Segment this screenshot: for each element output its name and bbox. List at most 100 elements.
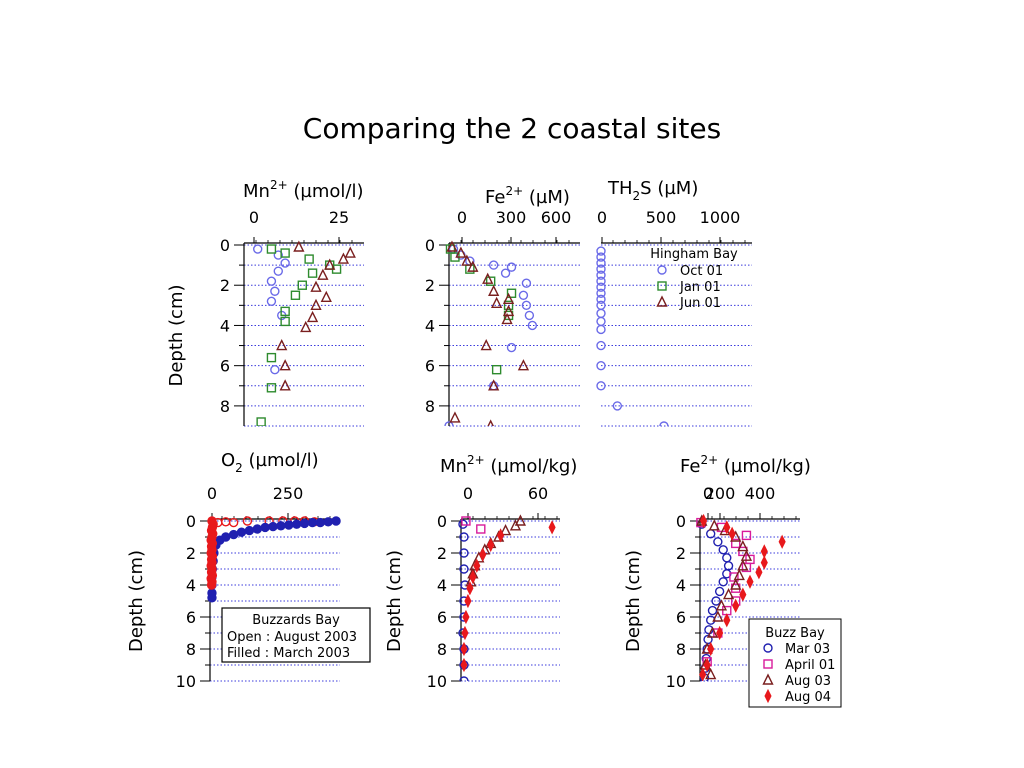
data-point [459,548,469,558]
data-point [304,254,314,264]
note-line: Filled : March 2003 [227,646,350,661]
data-point [479,547,487,562]
data-point [488,379,500,391]
data-point [718,577,728,587]
data-point [280,248,290,258]
legend-marker [657,281,667,291]
data-point [491,296,503,309]
data-point [270,364,280,375]
y-tick-label: 0 [676,512,686,531]
data-point [502,292,515,304]
data-point [284,520,294,530]
y-tick-label: 2 [676,544,686,563]
data-point [273,250,283,260]
y-tick-label: 8 [186,640,196,659]
legend-label: Jan 01 [679,280,721,295]
legend-marker [763,659,773,669]
data-point [778,534,786,549]
data-point [596,294,606,304]
data-point [491,364,502,375]
x-tick-label: 200 [705,484,736,503]
x-tick-label: 0 [207,484,217,503]
data-point [731,538,741,549]
plot-area [253,240,356,426]
x-axis-label-sub: 2 [633,189,641,203]
legend-label: Aug 03 [785,674,831,689]
data-point [596,340,606,351]
y-tick-label: 2 [425,276,435,295]
y-tick-label: 2 [220,276,230,295]
data-point [596,258,606,268]
plot-area [696,513,786,681]
data-point [746,574,754,589]
data-point [488,284,500,296]
data-point [487,537,495,553]
data-point [518,290,529,300]
data-point [253,244,263,254]
x-tick-label: 250 [273,484,304,503]
x-tick-label: 300 [496,208,527,227]
data-point [711,596,721,606]
legend-title: Hingham Bay [650,247,738,262]
x-axis-label-main: Fe [680,456,700,477]
data-point [280,316,290,327]
data-point [297,280,307,290]
data-point [242,516,253,526]
y-tick-label: 10 [427,672,447,691]
plot-area [444,240,538,426]
data-point [596,324,606,335]
y-tick-label: 10 [666,672,686,691]
data-point [596,252,606,262]
data-point [714,586,725,597]
data-point [331,516,341,526]
data-point [722,588,735,600]
data-point [467,260,479,272]
chart-hb_mn: 0 2 4 6 8 0 25 Mn2+ (µmol/l) Depth (cm) [166,178,364,427]
data-point [266,244,277,254]
data-point [723,520,731,535]
y-tick-label: 6 [186,608,196,627]
data-point [703,657,711,673]
y-tick-label: 2 [186,544,196,563]
y-tick-label: 4 [676,576,686,595]
x-tick-label: 60 [528,484,548,503]
data-point [276,338,288,351]
data-point [548,520,556,535]
y-tick-label: 0 [437,512,447,531]
data-point [444,421,454,426]
y-tick-label: 4 [220,316,230,335]
data-point [290,290,301,300]
data-point [266,276,277,286]
y-tick-label: 8 [676,640,686,659]
y-tick-label: 10 [176,672,196,691]
data-point [706,626,719,638]
data-point [596,282,606,292]
x-tick-label: 1000 [700,208,741,227]
data-point [266,383,277,393]
data-point [737,540,749,552]
plot-area [206,516,341,603]
x-axis-label: TH2S (µM) [607,178,698,203]
note-line: Open : August 2003 [227,630,357,645]
data-point [728,526,736,541]
x-axis-label: Fe2+ (µM) [485,184,570,208]
data-point [596,288,606,298]
data-point [337,252,350,264]
data-point [707,605,718,616]
data-point [228,529,239,540]
data-point [596,360,606,371]
data-point [596,316,606,327]
x-axis-label-unit: (µM) [523,187,570,208]
note-frame [221,607,371,663]
y-tick-label: 4 [186,576,196,595]
data-point [733,568,745,581]
data-point [514,514,527,526]
x-axis-label: Mn2+ (µmol/kg) [440,453,577,477]
data-point [503,300,514,311]
x-axis-label-sup: 2+ [700,453,718,467]
data-point [480,338,492,351]
data-point [596,308,606,319]
data-point [723,613,731,628]
data-point [713,537,723,547]
